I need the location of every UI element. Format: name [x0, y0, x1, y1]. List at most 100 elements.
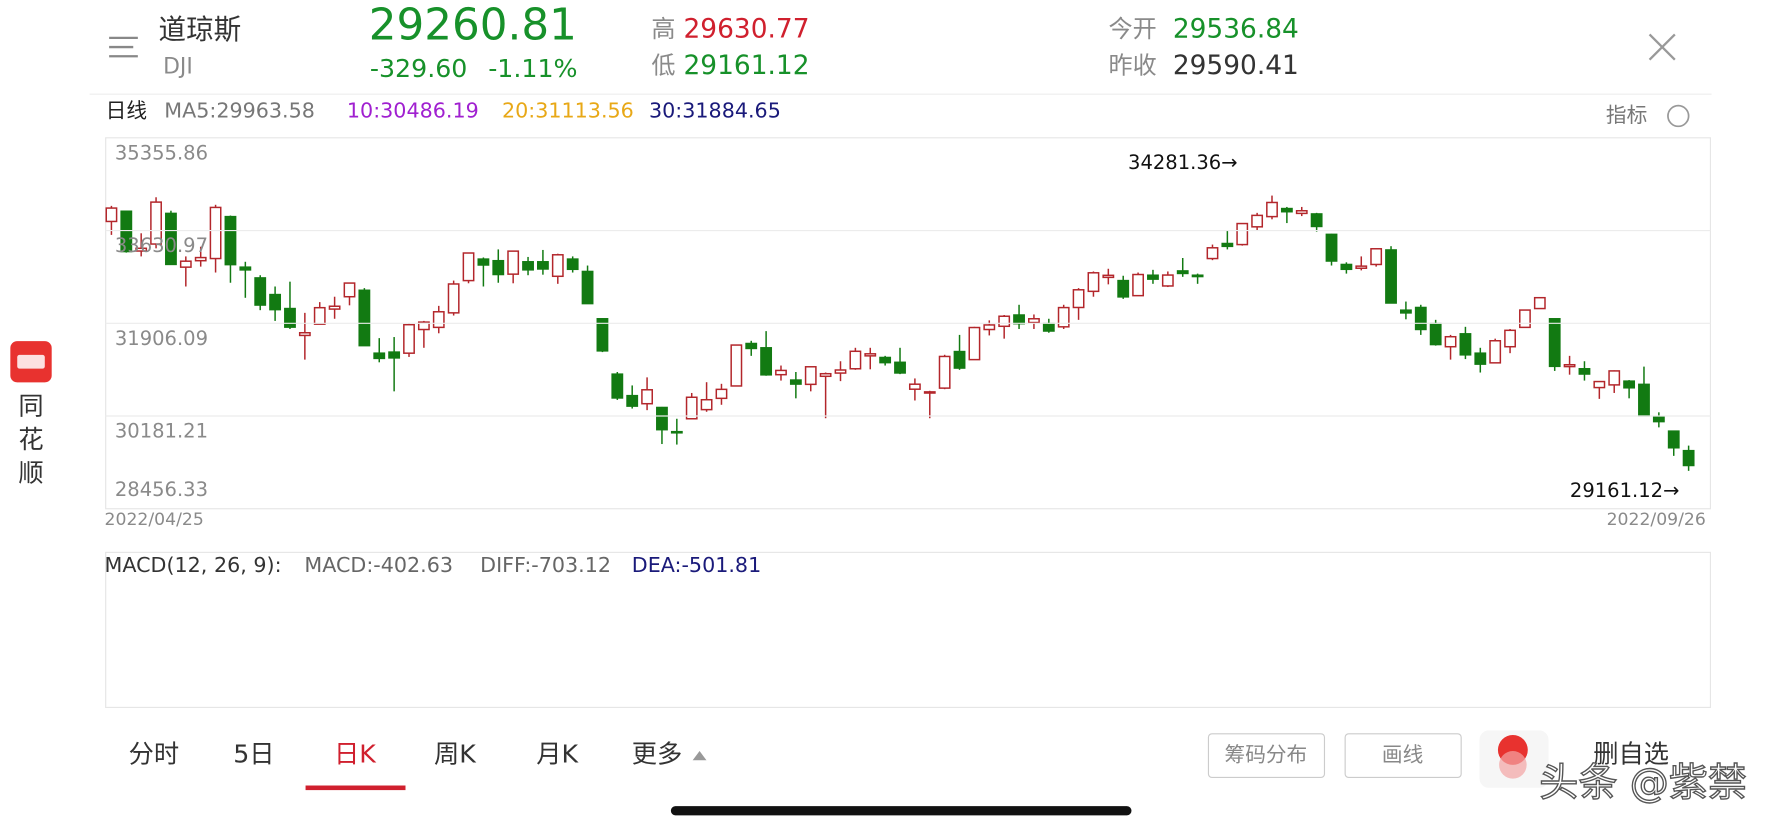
candle-body	[804, 366, 817, 386]
menu-icon[interactable]	[109, 36, 138, 58]
candle-body	[417, 321, 430, 331]
tab[interactable]: 分时	[129, 740, 180, 769]
candle-body	[269, 293, 282, 311]
candle-body	[1325, 233, 1338, 262]
y-tick-label: 33630.97	[115, 234, 208, 257]
y-tick-label: 30181.21	[115, 420, 208, 443]
candle-body	[537, 261, 549, 270]
candle-body	[1459, 333, 1472, 356]
candle-body	[1087, 272, 1100, 293]
candle-body	[730, 344, 743, 387]
candle-body	[447, 283, 460, 314]
candle-body	[775, 369, 787, 376]
candle-body	[239, 266, 252, 271]
candle-body	[284, 307, 296, 328]
candle-body	[1608, 370, 1621, 386]
candle-body	[1414, 306, 1427, 331]
candle-body	[1206, 247, 1219, 260]
candle-body	[120, 210, 133, 253]
candle-body	[1057, 306, 1070, 328]
candle-body	[194, 256, 207, 262]
open-label: 今开	[1109, 15, 1157, 43]
indicator-button[interactable]: 指标	[1606, 103, 1647, 127]
prev-close-label: 昨收	[1109, 52, 1157, 80]
candle-body	[1385, 249, 1397, 304]
index-code: DJI	[163, 55, 193, 80]
indicator-icon[interactable]	[1667, 104, 1690, 128]
candles	[105, 195, 1695, 471]
ma20-label: 20:31113.56	[502, 98, 634, 122]
high-value: 29630.77	[683, 13, 809, 44]
high-label: 高	[651, 15, 675, 43]
close-stroke	[1648, 33, 1676, 61]
candle-body	[1578, 368, 1591, 375]
y-tick-label: 31906.09	[115, 327, 208, 350]
tab[interactable]: 5日	[233, 740, 274, 769]
button-label: 筹码分布	[1225, 743, 1308, 767]
button[interactable]	[1344, 733, 1462, 779]
tab-active[interactable]: 日K	[334, 740, 377, 769]
macd-value: MACD:-402.63	[304, 553, 453, 577]
sidebar-char: 同	[18, 392, 43, 421]
tab[interactable]: 周K	[434, 740, 477, 769]
candle-body	[373, 352, 386, 360]
button[interactable]	[1207, 733, 1326, 779]
candle-body	[298, 331, 311, 337]
candle-body	[462, 252, 475, 282]
button-label: 画线	[1382, 743, 1423, 767]
candle-body	[566, 258, 579, 271]
candle-body	[403, 323, 415, 354]
candle-body	[626, 394, 639, 407]
y-tick-label: 28456.33	[115, 478, 208, 501]
low-label: 低	[651, 52, 675, 80]
candle-body	[581, 270, 594, 305]
candle-body	[849, 350, 862, 370]
candle-body	[908, 383, 921, 390]
sidebar-char: 花	[18, 425, 43, 454]
candle-body	[864, 353, 877, 357]
candle-body	[685, 396, 698, 420]
candle-body	[789, 379, 802, 385]
candle-body	[209, 206, 222, 260]
candle-body	[477, 258, 490, 266]
candle-body	[1280, 207, 1293, 213]
candle-body	[165, 212, 177, 266]
candle-body	[1489, 340, 1502, 364]
more-arrow	[692, 751, 707, 761]
app-icon-glyph	[17, 354, 45, 369]
candle-body	[983, 324, 996, 331]
candle-body	[760, 347, 773, 376]
candle-body	[1013, 314, 1025, 325]
prev-close-value: 29590.41	[1173, 50, 1299, 81]
candle-body	[953, 350, 966, 369]
candle-body	[1295, 210, 1308, 215]
candle-body	[1429, 322, 1442, 346]
candle-body	[1593, 380, 1606, 389]
candle-body	[641, 389, 653, 405]
home-indicator	[670, 806, 1132, 816]
candle-body	[834, 369, 847, 374]
tab[interactable]: 月K	[536, 740, 579, 769]
close-button[interactable]	[1648, 33, 1676, 61]
candle-body	[1117, 279, 1130, 298]
candle-body	[715, 388, 728, 400]
tab[interactable]: 更多	[632, 740, 683, 769]
candle-body	[1340, 263, 1353, 271]
candle-body	[1667, 430, 1680, 449]
candle-body	[819, 372, 832, 378]
candle-body	[105, 207, 118, 223]
dea-value: DEA:-501.81	[632, 553, 761, 577]
remove-favorite[interactable]: 删自选	[1593, 740, 1669, 769]
candle-body	[879, 356, 892, 364]
candle-body	[551, 254, 564, 278]
candle-body	[670, 430, 683, 434]
candle-body	[1444, 335, 1457, 348]
watermark: 头条 @紫禁	[1539, 761, 1747, 806]
change: -329.60	[370, 54, 467, 83]
open-value: 29536.84	[1173, 13, 1299, 44]
candle-body	[894, 361, 906, 374]
candle-body	[1563, 363, 1576, 368]
candle-body	[1161, 274, 1174, 287]
candle-body	[1102, 274, 1115, 279]
